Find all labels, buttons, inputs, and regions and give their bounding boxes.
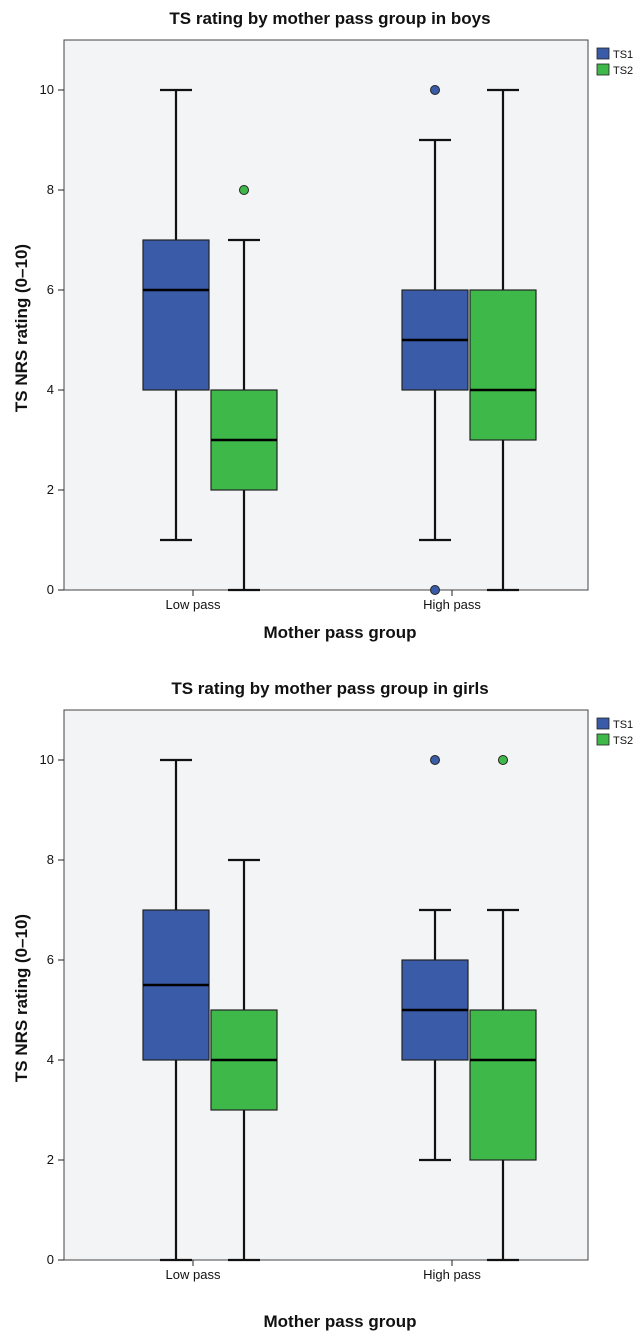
y-tick-label: 0	[47, 582, 54, 597]
outlier-point	[498, 755, 508, 765]
legend-swatch-ts2	[596, 733, 610, 746]
y-tick-label: 10	[40, 82, 54, 97]
box-ts2-high-pass	[469, 755, 537, 1262]
box-ts1-low-pass	[142, 758, 210, 1262]
x-tick-label: High pass	[423, 597, 481, 612]
box-ts1-high-pass	[401, 85, 469, 595]
iqr-box	[142, 239, 210, 391]
boys-boxplot-chart: TS rating by mother pass group in boys T…	[12, 9, 633, 642]
legend-swatch-ts2	[596, 63, 610, 76]
legend-label-ts1: TS1	[613, 49, 633, 61]
outlier-point	[430, 755, 440, 765]
legend-label-ts1: TS1	[613, 719, 633, 731]
chart-title: TS rating by mother pass group in girls	[171, 679, 488, 698]
y-tick-label: 4	[47, 382, 54, 397]
outlier-point	[430, 585, 440, 595]
y-tick-label: 0	[47, 1252, 54, 1267]
y-tick-label: 4	[47, 1052, 54, 1067]
y-tick-label: 2	[47, 482, 54, 497]
x-tick-label: High pass	[423, 1267, 481, 1282]
legend-label-ts2: TS2	[613, 65, 633, 77]
box-ts1-high-pass	[401, 755, 469, 1162]
y-tick-label: 6	[47, 282, 54, 297]
y-axis-label: TS NRS rating (0–10)	[12, 244, 31, 412]
y-tick-label: 2	[47, 1152, 54, 1167]
legend-swatch-ts1	[596, 47, 610, 60]
box-ts2-low-pass	[210, 185, 278, 592]
girls-boxplot-chart: TS rating by mother pass group in girls …	[0, 670, 640, 1340]
iqr-box	[469, 289, 537, 441]
x-axis-label: Mother pass group	[263, 623, 416, 642]
y-tick-label: 6	[47, 952, 54, 967]
boys-chart-svg: TS rating by mother pass group in boys T…	[12, 9, 633, 642]
legend-label-ts2: TS2	[613, 735, 633, 747]
chart-title: TS rating by mother pass group in boys	[169, 9, 490, 28]
y-axis-label: TS NRS rating (0–10)	[12, 914, 31, 1082]
girls-chart-svg: TS rating by mother pass group in girls …	[12, 679, 633, 1331]
x-tick-label: Low pass	[166, 597, 221, 612]
box-ts2-low-pass	[210, 858, 278, 1262]
box-ts2-high-pass	[469, 88, 537, 592]
outlier-point	[430, 85, 440, 95]
x-tick-label: Low pass	[166, 1267, 221, 1282]
outlier-point	[239, 185, 249, 195]
y-tick-label: 8	[47, 852, 54, 867]
legend-swatch-ts1	[596, 717, 610, 730]
box-ts1-low-pass	[142, 88, 210, 542]
y-tick-label: 8	[47, 182, 54, 197]
y-tick-label: 10	[40, 752, 54, 767]
iqr-box	[469, 1009, 537, 1161]
x-axis-label: Mother pass group	[263, 1312, 416, 1331]
